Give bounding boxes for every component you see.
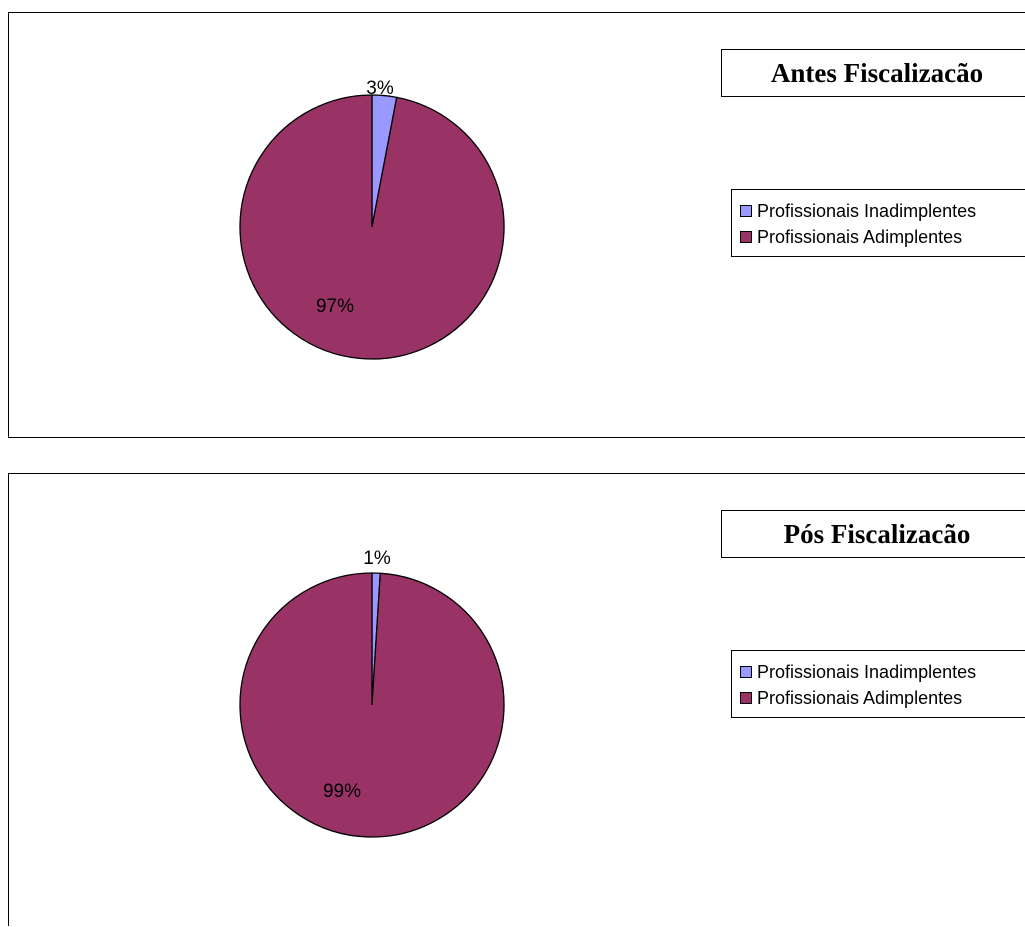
chart-antes-fiscalizacao: 3% 97% Antes Fiscalizacão Profissionais I… [8,12,1025,438]
data-label-adimplentes: 97% [316,296,354,317]
chart-legend: Profissionais Inadimplentes Profissionai… [731,650,1025,718]
data-label-inadimplentes: 3% [366,78,394,99]
chart-title: Pós Fiscalizacão [721,510,1025,558]
data-label-adimplentes: 99% [323,781,361,802]
legend-item-inadimplentes: Profissionais Inadimplentes [740,659,1025,685]
legend-swatch-adimplentes [740,231,752,243]
legend-swatch-adimplentes [740,692,752,704]
legend-label: Profissionais Inadimplentes [757,200,977,221]
legend-label: Profissionais Adimplentes [757,687,963,708]
pie-slice-adimplentes [239,94,505,360]
chart-pos-fiscalizacao: 1% 99% Pós Fiscalizacão Profissionais Ina… [8,473,1025,926]
legend-swatch-inadimplentes [740,666,752,678]
legend-label: Profissionais Inadimplentes [757,661,977,682]
chart-legend: Profissionais Inadimplentes Profissionai… [731,189,1025,257]
pie-chart-svg: 3% 97% [239,78,505,360]
legend-item-adimplentes: Profissionais Adimplentes [740,685,1025,711]
chart-title: Antes Fiscalizacão [721,49,1025,97]
legend-item-inadimplentes: Profissionais Inadimplentes [740,198,1025,224]
legend-item-adimplentes: Profissionais Adimplentes [740,224,1025,250]
data-label-inadimplentes: 1% [363,548,391,569]
pie-chart-svg: 1% 99% [239,548,505,838]
legend-swatch-inadimplentes [740,205,752,217]
pie-slice-adimplentes [239,572,505,838]
legend-label: Profissionais Adimplentes [757,226,963,247]
